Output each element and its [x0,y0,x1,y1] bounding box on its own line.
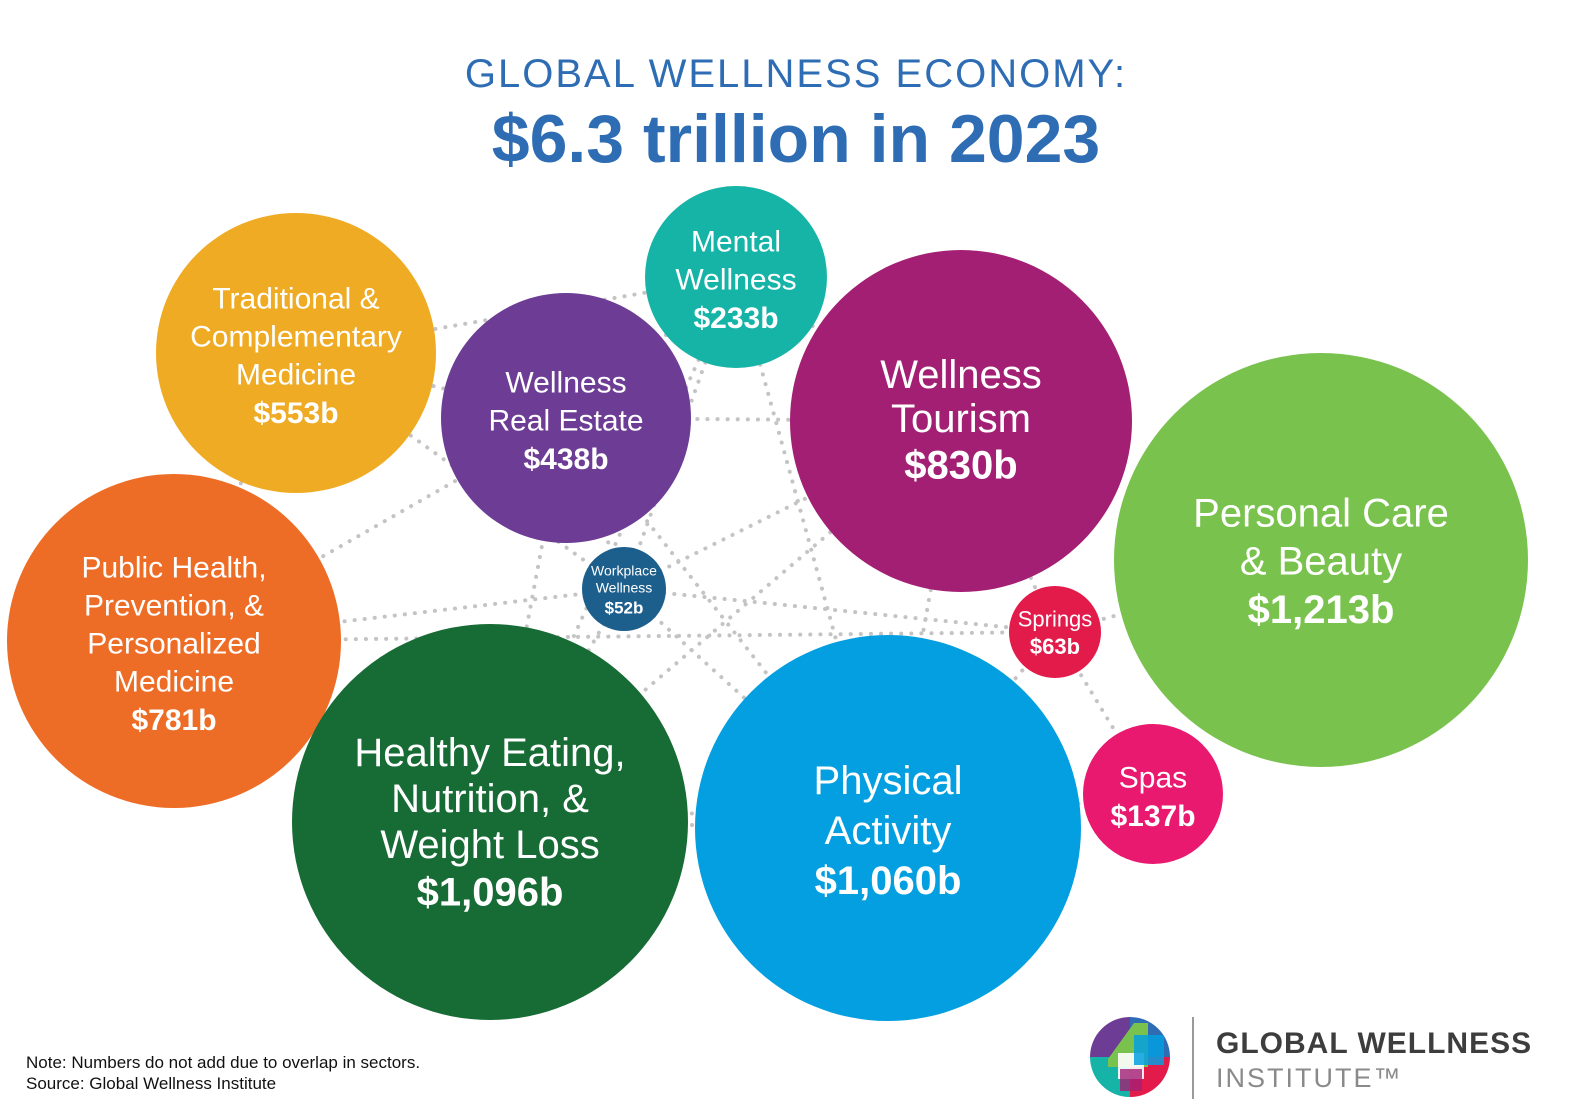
bubble-value-realestate: $438b [523,443,608,476]
bubble-label-workplace-1: Wellness [596,579,653,595]
bubble-label-tourism-1: Tourism [891,397,1031,441]
bubble-circle-spas [1083,724,1223,864]
bubble-physical: Physical Activity $1,060b [695,635,1081,1021]
bubble-label-eating-0: Healthy Eating, [354,731,625,775]
bubble-circle-tourism [790,250,1132,592]
bubble-label-eating-1: Nutrition, & [391,777,589,821]
footnote-source: Source: Global Wellness Institute [26,1074,277,1093]
bubble-label-mental-1: Wellness [675,263,796,296]
bubble-publichealth: Public Health, Prevention, & Personalized M… [7,474,341,808]
global-wellness-institute-logo: GLOBAL WELLNESS INSTITUTE™ [1088,1015,1568,1105]
bubble-value-beauty: $1,213b [1248,588,1395,632]
connector-workplace-springs [622,587,1057,634]
bubble-label-tourism-0: Wellness [880,353,1042,397]
bubble-label-spas-0: Spas [1119,761,1187,794]
logo-text-line1: GLOBAL WELLNESS [1216,1027,1533,1060]
bubble-label-beauty-1: & Beauty [1240,539,1402,583]
bubble-label-realestate-1: Real Estate [488,404,643,437]
bubble-spas: Spas $137b [1083,724,1223,864]
bubble-label-publichealth-3: Medicine [114,665,234,698]
bubble-label-beauty-0: Personal Care [1193,491,1449,535]
bubble-label-publichealth-1: Prevention, & [84,589,264,622]
bubble-value-mental: $233b [693,302,778,335]
bubble-value-publichealth: $781b [131,704,216,737]
chart-title-block: GLOBAL WELLNESS ECONOMY: $6.3 trillion i… [0,50,1592,180]
bubble-label-tcm-1: Complementary [190,320,402,353]
bubble-label-eating-2: Weight Loss [380,823,599,867]
footnote-note: Note: Numbers do not add due to overlap … [26,1053,421,1072]
global-wellness-institute-logo-mark [1090,1017,1170,1097]
bubble-label-publichealth-0: Public Health, [81,551,266,584]
bubble-circle-physical [695,635,1081,1021]
bubble-circle-mental [645,186,827,368]
bubble-tcm: Traditional & Complementary Medicine $553b [156,213,436,493]
connector-mental-eating [488,275,738,824]
bubble-label-physical-1: Activity [825,809,952,853]
footnote: Note: Numbers do not add due to overlap … [26,1052,420,1094]
chart-title: GLOBAL WELLNESS ECONOMY: [464,52,1128,96]
bubble-label-physical-0: Physical [814,759,963,803]
bubble-circle-springs [1009,586,1101,678]
bubble-circle-tcm [156,213,436,493]
bubble-value-physical: $1,060b [815,859,962,903]
bubble-circle-realestate [441,293,691,543]
bubble-label-realestate-0: Wellness [505,366,626,399]
bubble-beauty: Personal Care& Beauty $1,213b [1114,353,1528,767]
bubble-circle-publichealth [7,474,341,808]
connector-workplace-physical [622,587,890,830]
bubble-mental: Mental Wellness $233b [645,186,827,368]
bubbles-group: Traditional & Complementary Medicine $553b M… [7,186,1528,1021]
chart-subtitle: $6.3 trillion in 2023 [491,101,1101,177]
bubble-circle-eating [292,624,688,1020]
bubble-label-mental-0: Mental [691,225,781,258]
bubble-value-tourism: $830b [904,444,1017,488]
bubble-circle-beauty [1114,353,1528,767]
logo-divider [1192,1017,1194,1099]
bubble-label-publichealth-2: Personalized [87,627,260,660]
bubble-circle-workplace [582,547,666,631]
bubble-label-tcm-0: Traditional & [212,282,379,315]
bubble-label-tcm-2: Medicine [236,358,356,391]
bubble-eating: Healthy Eating,Nutrition, &Weight Loss$1… [292,624,688,1020]
bubble-realestate: Wellness Real Estate $438b [441,293,691,543]
bubble-value-springs: $63b [1030,634,1080,659]
bubble-value-tcm: $553b [253,397,338,430]
bubble-label-springs-0: Springs [1018,606,1093,631]
bubble-value-workplace: $52b [605,598,644,617]
bubble-value-eating: $1,096b [417,870,564,914]
bubble-springs: Springs $63b [1009,586,1101,678]
logo-text-line2: INSTITUTE™ [1216,1063,1403,1093]
bubble-label-workplace-0: Workplace [591,562,657,578]
bubble-value-spas: $137b [1110,800,1195,833]
